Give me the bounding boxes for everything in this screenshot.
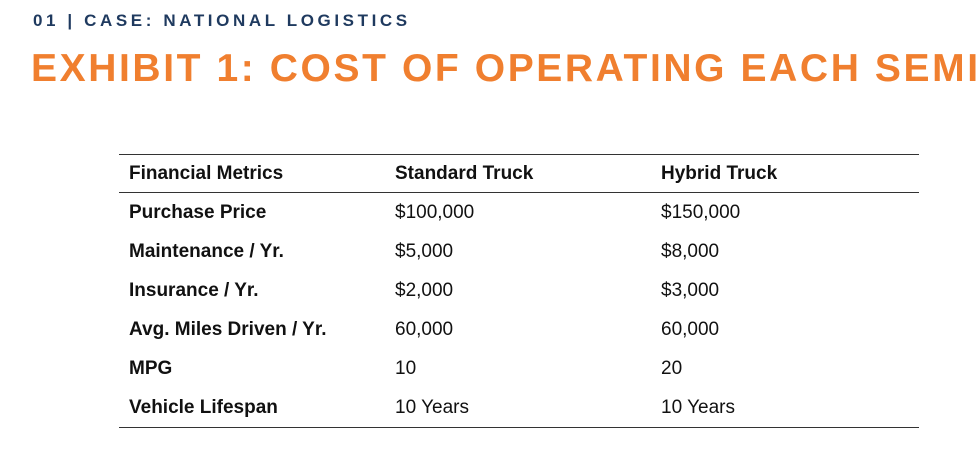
hybrid-truck-value: $150,000 [661, 201, 741, 223]
metric-label: Maintenance / Yr. [129, 240, 284, 262]
table-row: Purchase Price $100,000 $150,000 [119, 193, 919, 233]
standard-truck-value: $5,000 [395, 240, 454, 262]
hybrid-truck-value: 20 [661, 357, 683, 379]
standard-truck-value: 10 [395, 357, 417, 379]
metric-label: Purchase Price [129, 201, 267, 223]
column-header-hybrid-truck: Hybrid Truck [651, 154, 919, 193]
standard-truck-value: 10 Years [385, 388, 651, 428]
metric-label: Vehicle Lifespan [119, 388, 385, 428]
standard-truck-value: $2,000 [395, 279, 454, 301]
case-kicker: 01 | CASE: NATIONAL LOGISTICS [33, 11, 411, 30]
metric-label: Insurance / Yr. [129, 279, 259, 301]
standard-truck-value: 60,000 [395, 318, 454, 340]
table-row: Avg. Miles Driven / Yr. 60,000 60,000 [119, 310, 919, 349]
hybrid-truck-value: $3,000 [661, 279, 720, 301]
hybrid-truck-value: 10 Years [651, 388, 919, 428]
exhibit-title: EXHIBIT 1: COST OF OPERATING EACH SEMI [31, 47, 976, 90]
table-row: Vehicle Lifespan 10 Years 10 Years [119, 388, 919, 428]
table-row: Insurance / Yr. $2,000 $3,000 [119, 271, 919, 310]
hybrid-truck-value: $8,000 [661, 240, 720, 262]
table-row: Maintenance / Yr. $5,000 $8,000 [119, 232, 919, 271]
cost-comparison-table: Financial Metrics Standard Truck Hybrid … [119, 154, 919, 428]
metric-label: Avg. Miles Driven / Yr. [129, 318, 327, 340]
hybrid-truck-value: 60,000 [661, 318, 720, 340]
column-header-metrics: Financial Metrics [119, 154, 385, 193]
column-header-standard-truck: Standard Truck [385, 154, 651, 193]
cost-table-container: Financial Metrics Standard Truck Hybrid … [119, 154, 919, 428]
standard-truck-value: $100,000 [395, 201, 475, 223]
table-row: MPG 10 20 [119, 349, 919, 388]
table-header-row: Financial Metrics Standard Truck Hybrid … [119, 154, 919, 193]
metric-label: MPG [129, 357, 173, 379]
